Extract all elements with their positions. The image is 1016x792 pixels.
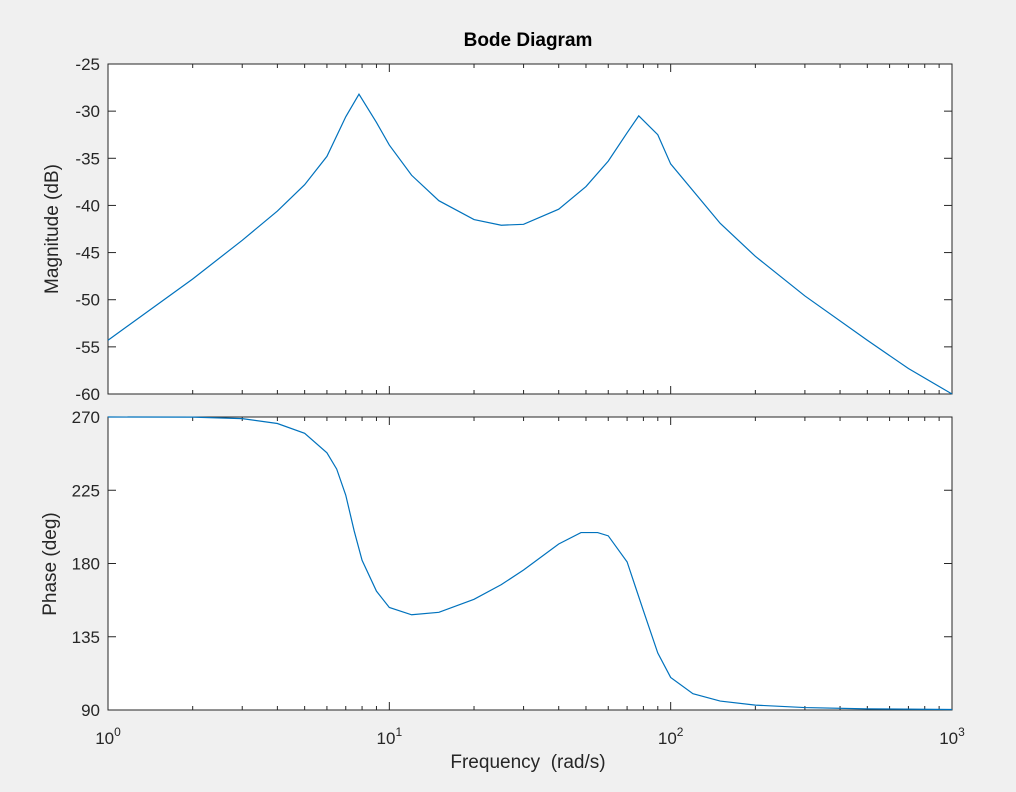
phase-y-tick-label: 180 <box>72 555 100 574</box>
magnitude-series-line <box>107 93 953 395</box>
x-tick-label-base: 10 <box>939 729 958 748</box>
magnitude-x-ticks <box>107 64 953 394</box>
magnitude-y-tick-label: -35 <box>75 149 100 168</box>
x-tick-label-base: 10 <box>658 729 677 748</box>
x-tick-label-exponent: 1 <box>395 725 402 739</box>
phase-y-tick-label: 90 <box>81 701 100 720</box>
magnitude-y-ticks: -25 -30 -35 -40 -45 -50 -55 -60 <box>75 55 952 404</box>
phase-y-ticks: 270 225 180 135 90 <box>72 408 952 720</box>
phase-plot-area <box>107 416 953 711</box>
phase-y-axis-label: Phase (deg) <box>40 512 61 616</box>
magnitude-y-axis-label: Magnitude (dB) <box>42 164 63 294</box>
magnitude-y-tick-label: -30 <box>75 102 100 121</box>
magnitude-plot-area <box>107 63 953 395</box>
magnitude-panel: -25 -30 -35 -40 -45 -50 -55 -60 Magnitude (dB) <box>42 55 953 404</box>
chart-title: Bode Diagram <box>464 30 593 51</box>
phase-series-line <box>107 416 953 711</box>
x-tick-labels: 100 101 102 103 <box>95 725 965 748</box>
x-tick-label: 101 <box>377 725 403 748</box>
phase-panel: 270 225 180 135 90 Phase (deg) <box>40 408 953 720</box>
x-tick-label: 103 <box>939 725 965 748</box>
x-tick-label-exponent: 0 <box>114 725 121 739</box>
phase-y-tick-label: 135 <box>72 628 100 647</box>
x-tick-label-exponent: 2 <box>677 725 684 739</box>
magnitude-y-tick-label: -25 <box>75 55 100 74</box>
phase-y-tick-label: 225 <box>72 481 100 500</box>
x-axis-label: Frequency (rad/s) <box>450 752 605 773</box>
magnitude-y-tick-label: -55 <box>75 338 100 357</box>
x-tick-label-base: 10 <box>95 729 114 748</box>
x-tick-label: 100 <box>95 725 121 748</box>
magnitude-y-tick-label: -40 <box>75 196 100 215</box>
phase-y-tick-label: 270 <box>72 408 100 427</box>
magnitude-y-tick-label: -60 <box>75 385 100 404</box>
phase-x-ticks <box>107 417 953 710</box>
x-tick-label: 102 <box>658 725 684 748</box>
magnitude-y-tick-label: -45 <box>75 244 100 263</box>
x-tick-label-exponent: 3 <box>958 725 965 739</box>
x-tick-label-base: 10 <box>377 729 396 748</box>
magnitude-y-tick-label: -50 <box>75 291 100 310</box>
